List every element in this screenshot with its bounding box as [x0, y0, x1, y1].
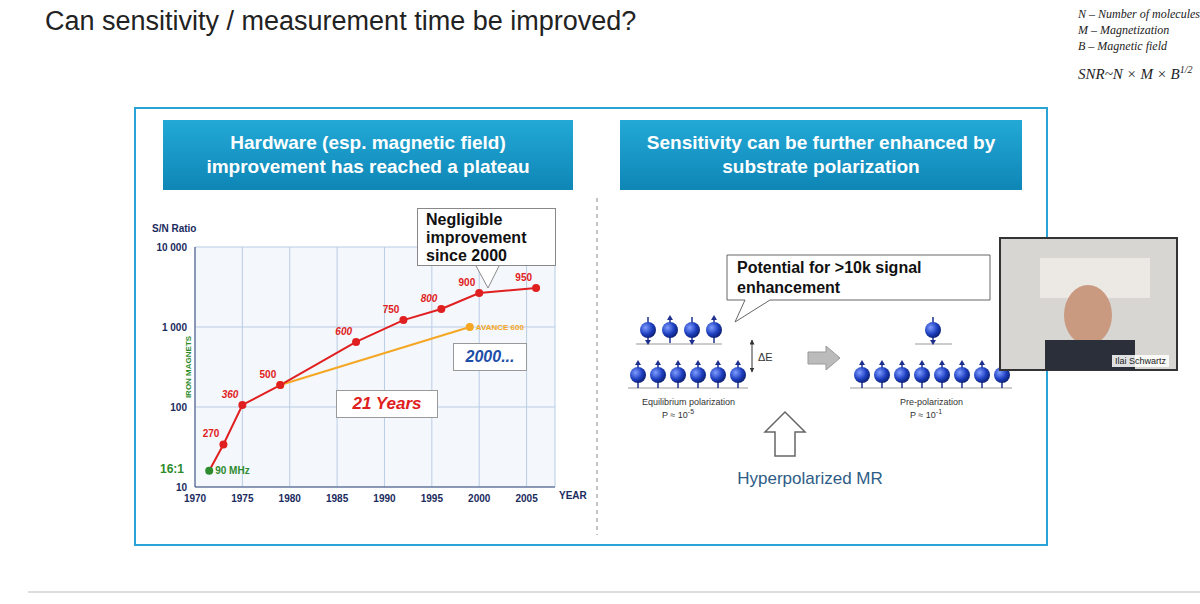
- svg-text:10: 10: [176, 482, 188, 493]
- html-text:Can sensitivity / measurement: Can sensitivity / measurement time be im…: [45, 6, 637, 36]
- svg-text:90 MHz: 90 MHz: [215, 465, 249, 476]
- html-text:Negligible improvement since 2: Negligible improvement since 2000: [426, 211, 527, 264]
- svg-text:750: 750: [383, 304, 400, 315]
- html-text:YEAR: YEAR: [559, 490, 587, 501]
- svg-text:1995: 1995: [421, 493, 444, 504]
- html-text:Hardware (esp. magnetic field): Hardware (esp. magnetic field) improveme…: [206, 132, 530, 177]
- html-text:SNR~N × M × B1/2: SNR~N × M × B1/2: [1078, 64, 1193, 82]
- svg-text:1990: 1990: [373, 493, 396, 504]
- svg-text:1970: 1970: [184, 493, 207, 504]
- svg-text:Hyperpolarized MR: Hyperpolarized MR: [737, 469, 883, 488]
- svg-text:600: 600: [335, 326, 352, 337]
- svg-text:1980: 1980: [279, 493, 302, 504]
- html-text:Sensitivity can be further enh: Sensitivity can be further enhanced by s…: [646, 132, 996, 177]
- html-text:N – Number of molecules: N – Number of molecules: [1078, 7, 1200, 21]
- svg-text:800: 800: [421, 293, 438, 304]
- svg-text:Pre-polarization: Pre-polarization: [900, 397, 963, 407]
- html-text:B – Magnetic field: B – Magnetic field: [1078, 39, 1167, 53]
- svg-text:500: 500: [260, 369, 277, 380]
- html-text:16:1: 16:1: [160, 462, 184, 476]
- svg-text:ΔE: ΔE: [758, 351, 773, 363]
- svg-text:Equilibrium polarization: Equilibrium polarization: [642, 397, 735, 407]
- html-text:21 Years: 21 Years: [352, 394, 422, 413]
- svg-text:1975: 1975: [231, 493, 254, 504]
- svg-text:1 000: 1 000: [162, 322, 187, 333]
- html-text:M – Magnetization: M – Magnetization: [1078, 23, 1170, 37]
- html-text:Potential for >10k signal enha: Potential for >10k signal enhancement: [737, 259, 922, 296]
- svg-text:100: 100: [170, 402, 187, 413]
- svg-text:270: 270: [203, 428, 220, 439]
- svg-text:P ≈ 10-5: P ≈ 10-5: [662, 408, 694, 420]
- svg-text:2000: 2000: [468, 493, 491, 504]
- html-text:IRON MAGNETS: IRON MAGNETS: [183, 335, 193, 399]
- html-text:S/N Ratio: S/N Ratio: [152, 223, 197, 234]
- html-text:2000...: 2000...: [465, 348, 515, 365]
- svg-text:AVANCE 600: AVANCE 600: [476, 323, 525, 332]
- svg-text:1985: 1985: [326, 493, 349, 504]
- html-text:Ilai Schwartz: Ilai Schwartz: [1115, 356, 1166, 366]
- svg-text:950: 950: [515, 272, 532, 283]
- svg-text:900: 900: [459, 277, 476, 288]
- svg-text:2005: 2005: [515, 493, 538, 504]
- svg-text:10 000: 10 000: [156, 242, 187, 253]
- svg-text:P ≈ 10-1: P ≈ 10-1: [910, 408, 942, 420]
- svg-text:360: 360: [222, 389, 239, 400]
